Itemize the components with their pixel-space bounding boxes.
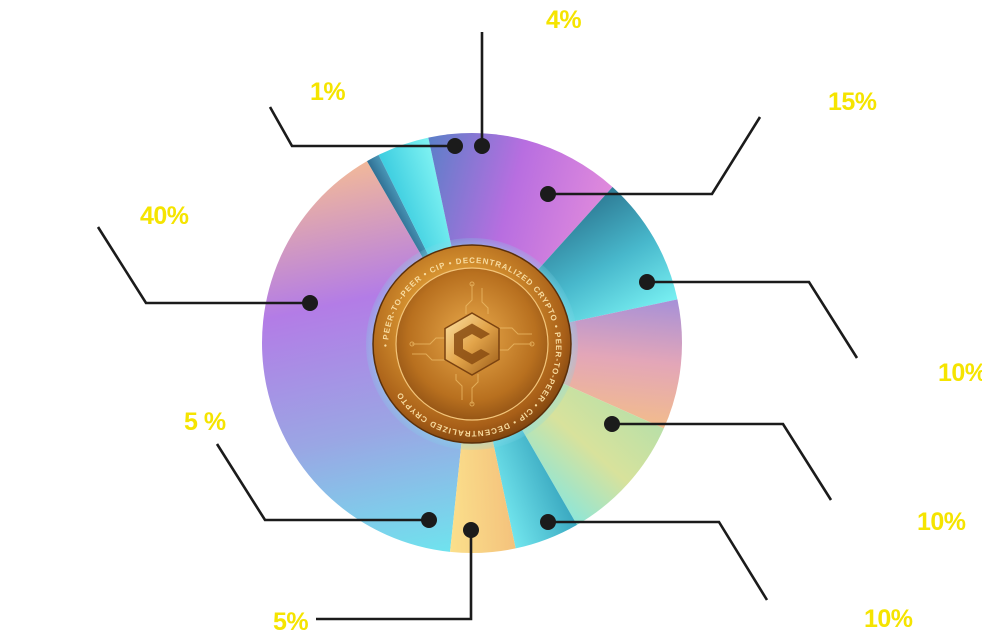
slice-label-4: 10% — [938, 359, 982, 387]
leader-dot-6 — [540, 514, 556, 530]
leader-line-0 — [96, 226, 310, 305]
leader-line-1 — [268, 106, 455, 148]
hexagon-c-logo-icon — [444, 312, 500, 376]
slice-label-6: 10% — [864, 605, 913, 633]
leader-dot-2 — [474, 138, 490, 154]
leader-line-3 — [548, 116, 762, 196]
leader-dot-3 — [540, 186, 556, 202]
leader-dot-0 — [302, 295, 318, 311]
leader-line-7 — [316, 530, 473, 621]
leader-dot-7 — [463, 522, 479, 538]
pie-slice-5 — [472, 299, 682, 429]
slice-label-8: 5 % — [184, 408, 226, 436]
slice-label-2: 4% — [546, 6, 581, 34]
leader-line-6 — [548, 520, 769, 601]
leader-line-5 — [612, 422, 833, 501]
slice-label-1: 1% — [310, 78, 345, 106]
circuit-lines — [409, 281, 535, 407]
slice-label-5: 10% — [917, 508, 966, 536]
percent-labels: 40% 1% 4% 15% 10% 10% 10% 5% 5 % — [140, 6, 982, 636]
leader-dot-1 — [447, 138, 463, 154]
coin-logo: • PEER-TO-PEER • CIP • DECENTRALIZED CRY… — [366, 238, 578, 450]
leader-line-8 — [215, 443, 429, 522]
slice-label-7: 5% — [273, 608, 308, 636]
leader-line-4 — [647, 280, 859, 359]
leader-lines — [96, 32, 859, 621]
leader-dot-8 — [421, 512, 437, 528]
leader-dot-5 — [604, 416, 620, 432]
slice-label-0: 40% — [140, 202, 189, 230]
slice-label-3: 15% — [828, 88, 877, 116]
leader-dot-4 — [639, 274, 655, 290]
